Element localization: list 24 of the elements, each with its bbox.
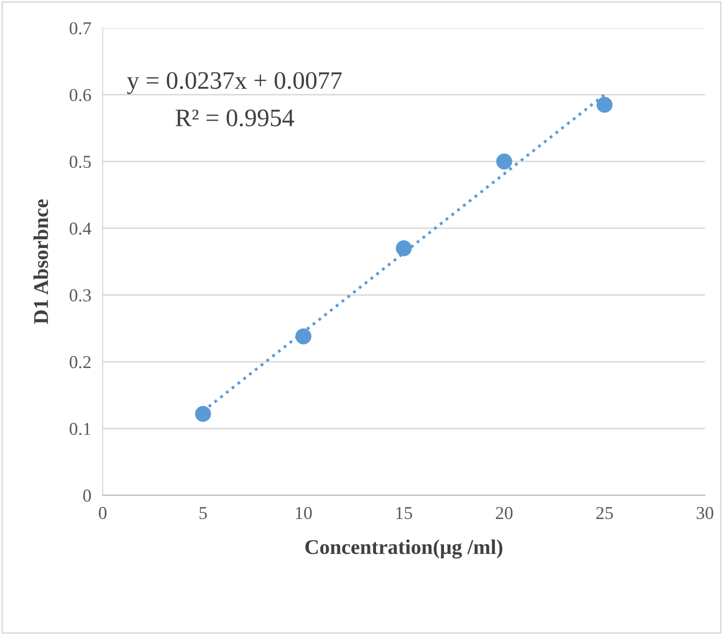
x-axis-title: Concentration(µg /ml)	[305, 539, 502, 559]
y-tick-label: 0.3	[70, 289, 91, 302]
x-tick-label: 0	[98, 506, 106, 520]
y-axis-title: D1 Absorbnce	[33, 199, 48, 324]
x-tick-label: 15	[396, 507, 412, 520]
x-tick-label: 25	[596, 506, 613, 520]
y-tick-label: 0.5	[70, 156, 91, 168]
y-tick-label: 0.6	[70, 88, 92, 102]
x-tick-label: 10	[296, 506, 312, 520]
y-tick-label: 0.1	[70, 422, 90, 436]
y-tick-label: 0	[83, 490, 91, 502]
point	[496, 153, 512, 170]
point	[295, 328, 312, 344]
y-tick-label: 0.4	[70, 222, 92, 235]
x-tick-label: 20	[496, 506, 513, 520]
annotation: y = 0.0237x + 0.0077	[127, 72, 342, 94]
point	[195, 406, 212, 422]
point	[396, 240, 412, 256]
x-tick-label: 5	[200, 507, 207, 520]
y-tick-label: 0.7	[70, 22, 92, 34]
y-tick-label: 0.2	[70, 356, 91, 368]
point	[596, 96, 613, 113]
x-tick-label: 30	[696, 506, 714, 520]
annotation: R² = 0.9954	[176, 109, 294, 126]
